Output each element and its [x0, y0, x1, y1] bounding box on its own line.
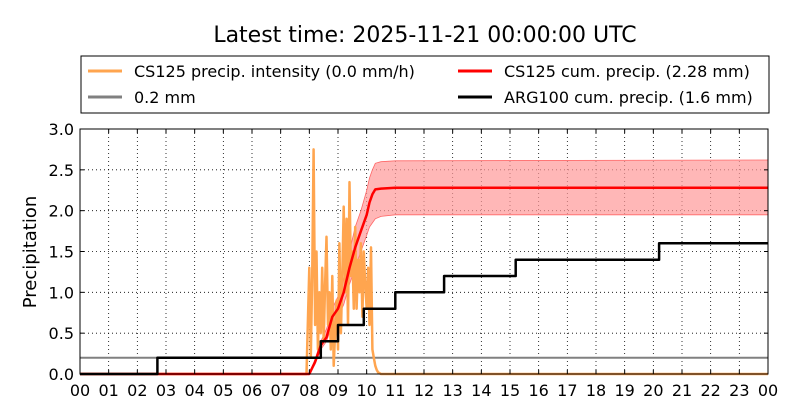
legend: CS125 precip. intensity (0.0 mm/h) CS125… — [80, 55, 770, 114]
series-line-intensity — [80, 148, 768, 376]
x-tick-label: 20 — [643, 381, 663, 400]
x-tick-label: 05 — [213, 381, 233, 400]
plot-area: 00 01 02 03 04 05 06 07 08 09 10 11 12 13 14 15 16 17 18 19… — [49, 120, 779, 400]
y-tick-label: 1.5 — [49, 243, 74, 262]
x-tick-label: 21 — [672, 381, 692, 400]
series-line-arg100-cumulative — [80, 242, 768, 376]
x-tick-label: 15 — [500, 381, 520, 400]
x-tick-label: 03 — [156, 381, 176, 400]
x-tick-label: 04 — [184, 381, 204, 400]
x-tick-label: 06 — [242, 381, 262, 400]
series-line-cs125-cumulative — [80, 186, 768, 376]
x-tick-label: 23 — [729, 381, 749, 400]
x-tick-label: 19 — [614, 381, 634, 400]
x-tick-label: 17 — [557, 381, 577, 400]
x-tick-label: 09 — [328, 381, 348, 400]
x-axis-ticks: 00 01 02 03 04 05 06 07 08 09 10 11 12 13 14 15 16 17 18 19… — [70, 129, 778, 400]
legend-label-threshold: 0.2 mm — [134, 88, 196, 107]
y-tick-label: 1.0 — [49, 283, 74, 302]
y-tick-label: 3.0 — [49, 120, 74, 139]
legend-label-intensity: CS125 precip. intensity (0.0 mm/h) — [134, 62, 415, 81]
y-axis-label: Precipitation — [20, 196, 41, 309]
y-axis-ticks: 0.0 0.5 1.0 1.5 2.0 2.5 3.0 — [49, 120, 768, 384]
x-tick-label: 00 — [70, 381, 90, 400]
legend-label-cs125-cumulative: CS125 cum. precip. (2.28 mm) — [504, 62, 750, 81]
x-tick-label: 16 — [528, 381, 548, 400]
x-tick-label: 11 — [385, 381, 405, 400]
y-tick-label: 0.0 — [49, 365, 74, 384]
x-tick-label: 01 — [98, 381, 118, 400]
x-tick-label: 12 — [414, 381, 434, 400]
legend-label-arg100-cumulative: ARG100 cum. precip. (1.6 mm) — [504, 88, 753, 107]
x-tick-label: 07 — [270, 381, 290, 400]
x-tick-label: 13 — [442, 381, 462, 400]
x-tick-label: 14 — [471, 381, 491, 400]
x-tick-label: 18 — [586, 381, 606, 400]
y-tick-label: 2.0 — [49, 202, 74, 221]
legend-box — [80, 55, 770, 114]
y-tick-label: 2.5 — [49, 161, 74, 180]
x-tick-label: 10 — [356, 381, 376, 400]
x-tick-label: 00 — [758, 381, 778, 400]
y-tick-label: 0.5 — [49, 324, 74, 343]
x-tick-label: 02 — [127, 381, 147, 400]
x-tick-label: 22 — [700, 381, 720, 400]
x-tick-label: 08 — [299, 381, 319, 400]
chart-title: Latest time: 2025-11-21 00:00:00 UTC — [213, 23, 636, 48]
